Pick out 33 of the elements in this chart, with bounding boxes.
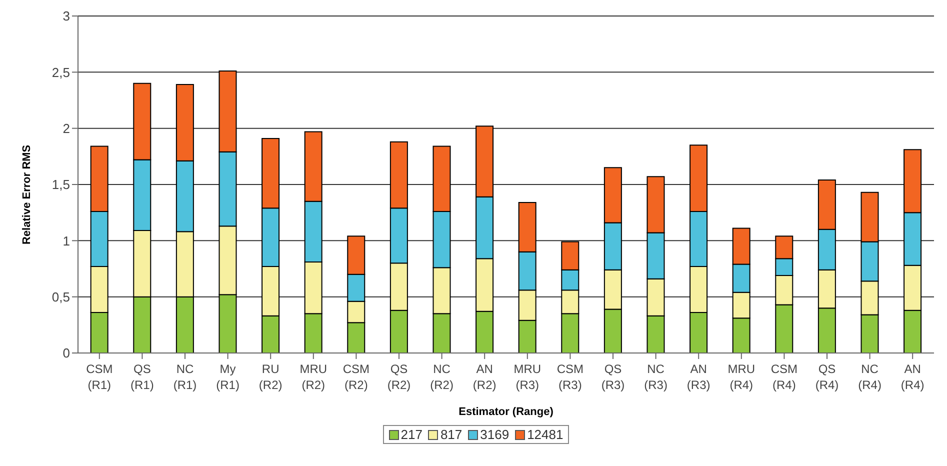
- y-tick-label: 1,5: [52, 177, 70, 192]
- x-tick-label: NC (R1): [173, 362, 197, 392]
- x-tick-label: QS (R4): [815, 362, 839, 392]
- y-tick-label: 3: [62, 8, 70, 24]
- x-tick-label: QS (R2): [387, 362, 411, 392]
- x-tick-label: MRU (R2): [300, 362, 328, 392]
- x-tick-label: MRU (R4): [728, 362, 756, 392]
- y-tick-label: 2,5: [52, 64, 70, 80]
- x-tick-label: CSM (R4): [770, 362, 798, 392]
- y-tick-label: 0: [62, 346, 70, 361]
- legend-label: 217: [400, 427, 422, 442]
- y-tick-label: 2: [62, 120, 70, 136]
- x-tick-label: CSM (R3): [556, 362, 584, 392]
- x-tick-label: QS (R1): [130, 362, 154, 392]
- x-tick-label: NC (R4): [858, 362, 882, 392]
- x-axis-title: Estimator (Range): [458, 406, 554, 418]
- legend-label: 3169: [480, 427, 510, 442]
- y-tick-label: 0,5: [52, 289, 70, 304]
- x-tick-label: AN (R4): [900, 362, 924, 392]
- x-tick-label: My (R1): [216, 362, 240, 392]
- y-axis-title: Relative Error RMS: [20, 144, 33, 244]
- x-tick-label: AN (R2): [472, 362, 496, 392]
- y-tick-label: 1: [62, 233, 70, 248]
- x-tick-label: CSM (R1): [86, 362, 113, 392]
- x-tick-label: CSM (R2): [342, 362, 370, 392]
- x-tick-label: RU (R2): [258, 362, 282, 392]
- x-tick-label: MRU (R3): [514, 362, 542, 392]
- x-tick-label: NC (R2): [430, 362, 454, 392]
- x-tick-label: AN (R3): [686, 362, 710, 392]
- legend-label: 817: [440, 427, 462, 442]
- x-tick-label: NC (R3): [644, 362, 668, 392]
- legend-label: 12481: [527, 427, 564, 442]
- x-tick-label: QS (R3): [601, 362, 625, 392]
